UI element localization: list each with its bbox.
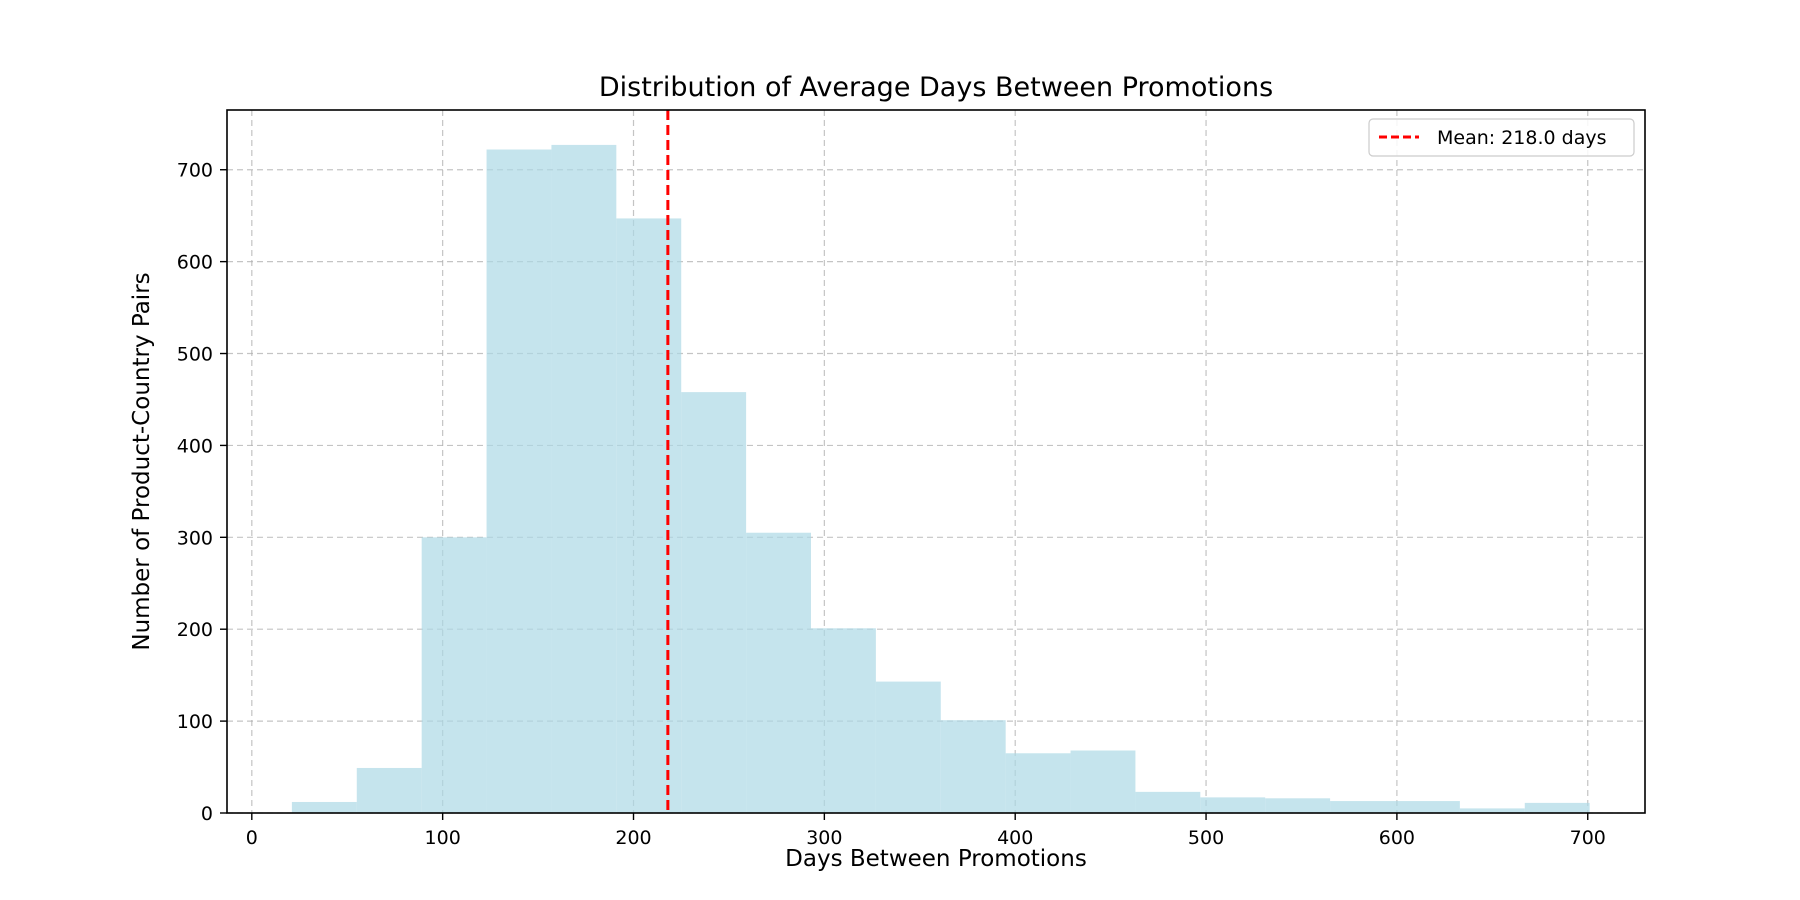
y-tick-label: 200 <box>177 619 213 641</box>
legend-box <box>1368 118 1635 157</box>
plot-frame <box>226 109 1646 814</box>
legend-mean-label: Mean: 218.0 days <box>1437 127 1607 149</box>
chart-title: Distribution of Average Days Between Pro… <box>599 72 1273 103</box>
x-tick-label: 0 <box>246 827 258 849</box>
histogram-bar <box>356 767 422 813</box>
y-axis-ticks: 0 100 200 300 400 500 600 700 <box>177 160 227 825</box>
y-tick-label: 400 <box>177 435 213 457</box>
histogram-bar <box>1200 797 1266 813</box>
y-tick-label: 700 <box>177 160 213 182</box>
histogram-bar <box>1524 802 1590 813</box>
legend: Mean: 218.0 days <box>1368 118 1635 157</box>
x-tick-label: 500 <box>1188 827 1224 849</box>
histogram-bar <box>1135 791 1201 813</box>
y-tick-label: 300 <box>177 527 213 549</box>
y-tick-label: 100 <box>177 711 213 733</box>
histogram-bar <box>1330 801 1395 813</box>
histogram-bar <box>940 720 1006 813</box>
histogram-bar <box>1070 750 1136 813</box>
y-axis-title: Number of Product-Country Pairs <box>129 272 155 650</box>
x-axis-ticks: 0 100 200 300 400 500 600 700 <box>246 813 1606 849</box>
histogram-bar <box>291 801 357 813</box>
histogram-bar <box>421 537 487 813</box>
histogram-bar <box>1265 798 1331 813</box>
histogram-bars <box>291 144 1590 814</box>
x-tick-label: 100 <box>425 827 461 849</box>
histogram-bar <box>551 144 617 813</box>
x-tick-label: 700 <box>1570 827 1606 849</box>
x-tick-label: 400 <box>997 827 1033 849</box>
histogram-bar <box>681 392 747 813</box>
y-tick-label: 600 <box>177 252 213 274</box>
histogram-bar <box>1005 753 1071 813</box>
histogram-bar <box>616 218 682 814</box>
histogram-bar <box>746 532 811 813</box>
x-tick-label: 200 <box>615 827 651 849</box>
histogram-bar <box>810 628 876 813</box>
x-axis-title: Days Between Promotions <box>785 846 1087 872</box>
histogram-bar <box>1459 808 1525 813</box>
y-tick-label: 500 <box>177 344 213 366</box>
histogram-bar <box>1394 801 1460 813</box>
x-tick-label: 300 <box>806 827 842 849</box>
y-tick-label: 0 <box>201 803 213 825</box>
histogram-bar <box>486 149 552 814</box>
histogram-bar <box>875 681 941 813</box>
x-tick-label: 600 <box>1379 827 1415 849</box>
